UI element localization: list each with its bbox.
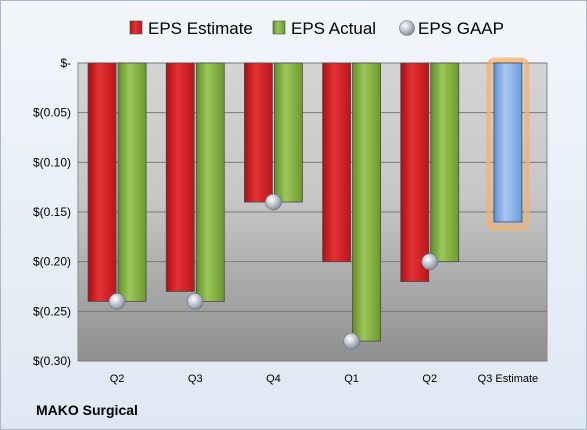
point-eps-gaap bbox=[265, 193, 282, 211]
x-category-label: Q2 bbox=[422, 373, 437, 385]
bar-eps-actual bbox=[117, 62, 147, 302]
x-category-label: Q3 Estimate bbox=[478, 373, 539, 385]
y-tick-label: $(0.30) bbox=[33, 354, 71, 368]
legend: EPS Estimate EPS Actual EPS GAAP bbox=[129, 19, 504, 38]
estimate-highlight bbox=[486, 57, 530, 231]
x-category-label: Q1 bbox=[344, 373, 359, 385]
bar-eps-estimate bbox=[87, 62, 117, 302]
y-tick-label: $(0.25) bbox=[33, 304, 71, 318]
bar-eps-estimate bbox=[244, 62, 273, 203]
x-category-label: Q3 bbox=[188, 373, 203, 385]
legend-marker bbox=[272, 20, 286, 35]
bar-eps-actual bbox=[352, 62, 381, 342]
bar-eps-estimate bbox=[165, 62, 195, 292]
bar-eps-estimate-future bbox=[493, 62, 523, 223]
bar-eps-estimate bbox=[322, 62, 351, 263]
bar-eps-actual bbox=[430, 62, 460, 263]
legend-label: EPS Estimate bbox=[148, 19, 253, 38]
point-eps-gaap bbox=[421, 253, 439, 270]
company-name: MAKO Surgical bbox=[36, 402, 138, 418]
bar-eps-actual bbox=[274, 62, 303, 203]
bar-eps-actual bbox=[195, 62, 225, 302]
y-tick-label: $- bbox=[60, 56, 71, 70]
plot-area: $- $(0.05) $(0.10) $(0.15) $(0.20) $(0.25) $(0… bbox=[33, 56, 548, 385]
legend-label: EPS GAAP bbox=[418, 19, 504, 38]
x-category-label: Q4 bbox=[266, 373, 281, 385]
legend-label: EPS Actual bbox=[291, 19, 376, 38]
y-tick-label: $(0.10) bbox=[33, 155, 71, 169]
y-tick-label: $(0.05) bbox=[33, 106, 71, 120]
legend-marker bbox=[399, 20, 415, 36]
x-category-label: Q2 bbox=[110, 373, 125, 385]
point-eps-gaap bbox=[343, 332, 360, 350]
y-tick-label: $(0.20) bbox=[33, 255, 71, 269]
point-eps-gaap bbox=[108, 293, 126, 310]
y-tick-label: $(0.15) bbox=[33, 205, 71, 219]
point-eps-gaap bbox=[186, 293, 204, 310]
bar-eps-estimate bbox=[400, 62, 430, 282]
legend-marker bbox=[129, 20, 143, 35]
